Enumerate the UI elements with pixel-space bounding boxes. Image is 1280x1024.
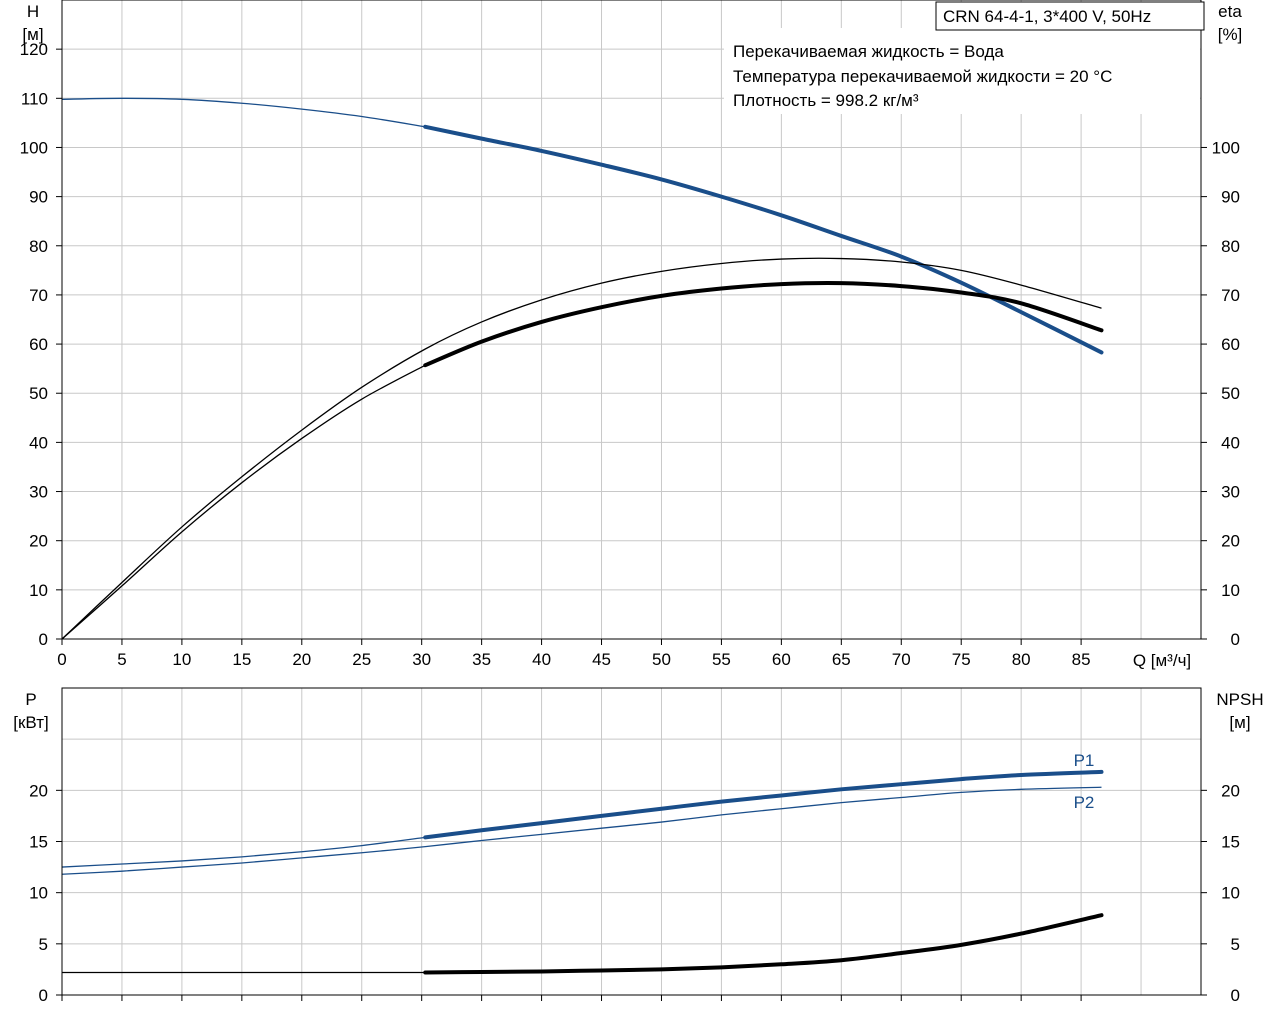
x-tick-label: 55 — [712, 650, 731, 669]
y-axis-label-head: H — [27, 2, 39, 21]
y-tick-label-right: 80 — [1221, 237, 1240, 256]
y-tick-label-left: 90 — [29, 188, 48, 207]
chart-title: CRN 64-4-1, 3*400 V, 50Hz — [943, 7, 1151, 26]
annotation-background — [724, 28, 1200, 114]
grid-bottom — [62, 688, 1201, 995]
y-tick-label-left: 60 — [29, 335, 48, 354]
y-axis-unit-eta: [%] — [1218, 25, 1243, 44]
x-tick-label: 60 — [772, 650, 791, 669]
y-axis-label-eta: eta — [1218, 2, 1242, 21]
x-tick-label: 40 — [532, 650, 551, 669]
y-tick-label-right: 70 — [1221, 286, 1240, 305]
plot-frame-top — [61, 0, 1202, 640]
y-tick-label-left: 120 — [20, 40, 48, 59]
y-tick-label-left: 100 — [20, 138, 48, 157]
y-tick-label-left: 0 — [39, 986, 48, 1005]
series-label-p1: P1 — [1074, 751, 1095, 770]
annotation-fluid: Перекачиваемая жидкость = Вода — [733, 42, 1004, 61]
y-tick-label-right: 60 — [1221, 335, 1240, 354]
tick-labels: 0102030405060708090100110120010203040506… — [20, 40, 1240, 1005]
y-axis-unit-head: [м] — [22, 25, 43, 44]
x-tick-label: 30 — [412, 650, 431, 669]
y-tick-label-left: 15 — [29, 833, 48, 852]
y-tick-label-right: 20 — [1221, 781, 1240, 800]
curve-p1-bold — [423, 769, 1104, 840]
y-tick-label-left: 50 — [29, 384, 48, 403]
y-tick-label-right: 10 — [1221, 884, 1240, 903]
curves-bottom — [61, 769, 1104, 975]
x-tick-label: 0 — [57, 650, 66, 669]
y-tick-label-right: 20 — [1221, 532, 1240, 551]
annotation-density: Плотность = 998.2 кг/м³ — [733, 91, 919, 110]
y-tick-label-left: 20 — [29, 781, 48, 800]
x-tick-label: 85 — [1072, 650, 1091, 669]
y-tick-label-right: 40 — [1221, 433, 1240, 452]
y-axis-label-npsh: NPSH — [1216, 690, 1263, 709]
y-tick-label-left: 40 — [29, 433, 48, 452]
curve-p1-thin — [61, 836, 426, 868]
y-tick-label-right: 50 — [1221, 384, 1240, 403]
x-tick-label: 45 — [592, 650, 611, 669]
y-tick-label-left: 20 — [29, 532, 48, 551]
curve-eta-bold — [423, 281, 1104, 368]
y-tick-label-left: 10 — [29, 581, 48, 600]
y-tick-label-left: 0 — [39, 630, 48, 649]
y-tick-label-right: 100 — [1212, 138, 1240, 157]
x-tick-label: 35 — [472, 650, 491, 669]
curve-p2-thin — [61, 786, 1102, 875]
x-tick-label: 10 — [172, 650, 191, 669]
y-tick-label-left: 5 — [39, 935, 48, 954]
y-tick-label-left: 30 — [29, 483, 48, 502]
x-tick-label: 25 — [352, 650, 371, 669]
x-tick-label: 15 — [232, 650, 251, 669]
x-tick-label: 70 — [892, 650, 911, 669]
y-tick-label-right: 5 — [1231, 935, 1240, 954]
y-tick-label-right: 15 — [1221, 833, 1240, 852]
x-axis-label-flow: Q [м³/ч] — [1133, 651, 1191, 670]
curve-eta_upper-thin — [61, 257, 1102, 640]
y-tick-label-right: 30 — [1221, 483, 1240, 502]
curve-h-thin — [61, 97, 426, 128]
x-tick-label: 5 — [117, 650, 126, 669]
y-tick-label-left: 80 — [29, 237, 48, 256]
y-axis-label-power: P — [25, 690, 36, 709]
y-tick-label-right: 90 — [1221, 188, 1240, 207]
curve-npsh-bold — [423, 913, 1104, 975]
x-tick-label: 50 — [652, 650, 671, 669]
curves-top — [61, 97, 1104, 640]
y-tick-label-right: 0 — [1231, 986, 1240, 1005]
x-tick-label: 75 — [952, 650, 971, 669]
series-label-p2: P2 — [1074, 793, 1095, 812]
y-tick-label-right: 10 — [1221, 581, 1240, 600]
x-tick-label: 65 — [832, 650, 851, 669]
curve-eta-thin — [61, 364, 426, 640]
y-axis-unit-power: [кВт] — [13, 713, 48, 732]
curve-h-bold — [423, 124, 1104, 355]
annotation-temperature: Температура перекачиваемой жидкости = 20… — [733, 67, 1112, 86]
y-tick-label-left: 110 — [21, 89, 48, 108]
y-tick-label-left: 10 — [29, 884, 48, 903]
x-tick-label: 80 — [1012, 650, 1031, 669]
title-box — [935, 1, 1205, 31]
y-tick-label-right: 0 — [1231, 630, 1240, 649]
y-tick-label-left: 70 — [29, 286, 48, 305]
x-tick-label: 20 — [292, 650, 311, 669]
y-axis-unit-npsh: [м] — [1229, 713, 1250, 732]
